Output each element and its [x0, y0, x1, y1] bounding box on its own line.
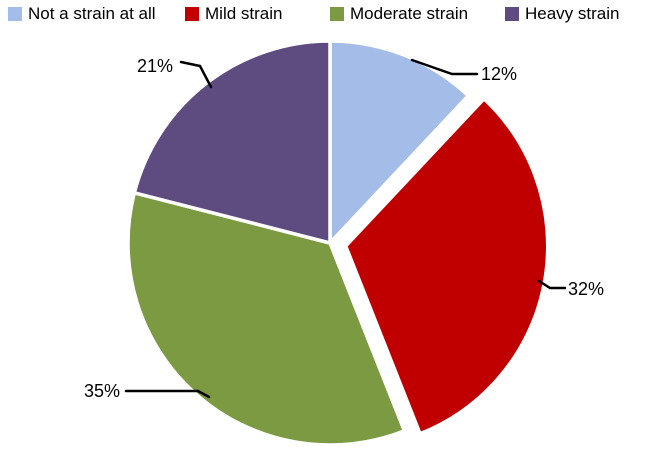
data-label-not-a-strain-at-all: 12% [481, 64, 517, 84]
data-label-heavy-strain: 21% [137, 56, 173, 76]
leader-line-not-a-strain-at-all [410, 58, 479, 76]
legend-swatch-mild-strain [185, 7, 199, 21]
leader-line-mild-strain [537, 279, 567, 290]
legend-swatch-moderate-strain [330, 7, 344, 21]
legend-item-moderate-strain: Moderate strain [330, 4, 468, 24]
legend-label-moderate-strain: Moderate strain [350, 4, 469, 23]
data-label-mild-strain: 32% [568, 279, 604, 299]
legend-item-not-a-strain-at-all: Not a strain at all [8, 4, 156, 24]
pie-slices-group [126, 39, 550, 447]
leader-line-moderate-strain [124, 389, 211, 399]
data-label-moderate-strain: 35% [84, 381, 120, 401]
legend-swatch-not-a-strain-at-all [8, 7, 22, 21]
legend-swatch-heavy-strain [505, 7, 519, 21]
legend-label-not-a-strain-at-all: Not a strain at all [28, 4, 156, 23]
legend-label-heavy-strain: Heavy strain [525, 4, 620, 23]
leader-line-heavy-strain [179, 60, 213, 89]
legend-item-mild-strain: Mild strain [185, 4, 282, 24]
chart-legend: Not a strain at all Mild strain Moderate… [0, 4, 653, 30]
leader-lines-group [124, 58, 567, 399]
legend-item-heavy-strain: Heavy strain [505, 4, 619, 24]
pie-slice-moderate-strain [126, 191, 407, 447]
legend-label-mild-strain: Mild strain [205, 4, 283, 23]
pie-slice-heavy-strain [132, 39, 332, 245]
data-labels-group: 12% 32% 35% 21% [84, 56, 604, 401]
pie-slice-not-a-strain-at-all [328, 39, 471, 245]
